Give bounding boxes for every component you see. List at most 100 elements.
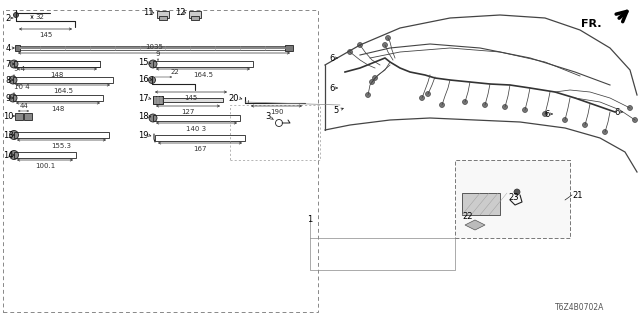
Text: 127: 127: [181, 109, 195, 115]
Text: 10 4: 10 4: [14, 84, 29, 90]
Text: 3: 3: [266, 111, 271, 121]
Circle shape: [365, 92, 371, 98]
Text: 4: 4: [5, 44, 11, 52]
Text: 164.5: 164.5: [193, 72, 213, 78]
Circle shape: [372, 76, 378, 81]
Text: 13: 13: [3, 131, 13, 140]
Bar: [462, 193, 500, 215]
Circle shape: [358, 43, 362, 47]
Bar: [285, 45, 293, 51]
Bar: [14, 61, 100, 67]
Circle shape: [463, 100, 467, 105]
Bar: [13, 95, 103, 101]
Text: 9 4: 9 4: [14, 66, 25, 72]
Text: 44: 44: [20, 103, 28, 109]
Text: 12: 12: [175, 7, 185, 17]
Circle shape: [369, 79, 374, 84]
Bar: [155, 135, 245, 141]
Bar: [153, 96, 163, 104]
Text: 32: 32: [35, 14, 44, 20]
Circle shape: [543, 111, 547, 116]
Bar: [455, 160, 570, 238]
Bar: [14, 152, 76, 158]
Text: 6: 6: [614, 108, 620, 116]
Circle shape: [632, 117, 637, 123]
Bar: [14, 132, 109, 138]
Text: 148: 148: [51, 106, 65, 112]
Circle shape: [148, 76, 156, 84]
Text: 20: 20: [228, 93, 239, 102]
Text: 190: 190: [269, 109, 284, 115]
Circle shape: [348, 50, 353, 54]
Bar: [189, 11, 201, 18]
Bar: [15, 113, 23, 120]
Circle shape: [627, 106, 632, 110]
Text: 10: 10: [3, 111, 13, 121]
Bar: [3, 10, 318, 312]
Circle shape: [483, 102, 488, 108]
Text: 7: 7: [5, 60, 11, 68]
Circle shape: [9, 94, 17, 102]
Text: 6: 6: [330, 84, 335, 92]
Bar: [24, 113, 32, 120]
Text: 22: 22: [462, 212, 472, 221]
Text: 2: 2: [5, 13, 11, 22]
Text: 16: 16: [138, 75, 148, 84]
Text: 6: 6: [330, 53, 335, 62]
Text: 9: 9: [156, 51, 160, 57]
Circle shape: [383, 43, 387, 47]
Text: 155.3: 155.3: [51, 143, 72, 149]
Text: 145: 145: [39, 32, 52, 38]
Text: 167: 167: [193, 146, 207, 152]
Circle shape: [385, 36, 390, 41]
Text: 1035: 1035: [145, 44, 163, 50]
Bar: [163, 98, 223, 102]
Text: 1: 1: [307, 215, 312, 225]
Circle shape: [602, 130, 607, 134]
Text: 100.1: 100.1: [35, 163, 55, 169]
Text: 164.5: 164.5: [53, 88, 73, 94]
Circle shape: [582, 123, 588, 127]
Circle shape: [440, 102, 445, 108]
Circle shape: [149, 114, 157, 122]
Circle shape: [514, 189, 520, 195]
Circle shape: [419, 95, 424, 100]
Circle shape: [10, 150, 19, 159]
Bar: [153, 61, 253, 67]
Text: FR.: FR.: [580, 19, 601, 29]
Text: 15: 15: [138, 58, 148, 67]
Circle shape: [522, 108, 527, 113]
Text: 18: 18: [138, 111, 148, 121]
Text: 148: 148: [51, 72, 64, 78]
Circle shape: [9, 76, 17, 84]
Text: 140 3: 140 3: [186, 126, 207, 132]
Text: 22: 22: [171, 69, 179, 75]
Text: 11: 11: [143, 7, 153, 17]
Circle shape: [10, 131, 19, 140]
Bar: [13, 77, 113, 83]
Bar: [157, 11, 169, 18]
Text: 145: 145: [184, 95, 198, 101]
Circle shape: [10, 60, 18, 68]
Text: 19: 19: [138, 131, 148, 140]
Circle shape: [502, 105, 508, 109]
Text: 23: 23: [508, 194, 518, 203]
Circle shape: [426, 92, 431, 97]
Text: T6Z4B0702A: T6Z4B0702A: [556, 303, 605, 313]
Text: 14: 14: [3, 150, 13, 159]
Circle shape: [149, 60, 157, 68]
Text: 9: 9: [5, 93, 11, 102]
Circle shape: [563, 117, 568, 123]
Polygon shape: [465, 220, 485, 230]
Text: 5: 5: [333, 106, 339, 115]
Bar: [159, 16, 167, 20]
Bar: [191, 16, 199, 20]
Bar: [15, 45, 20, 51]
Bar: [153, 115, 240, 121]
Text: 21: 21: [573, 190, 583, 199]
Text: 8: 8: [5, 76, 11, 84]
Text: 6: 6: [544, 109, 550, 118]
Bar: [230, 105, 320, 160]
Circle shape: [13, 12, 19, 18]
Text: 17: 17: [138, 93, 148, 102]
